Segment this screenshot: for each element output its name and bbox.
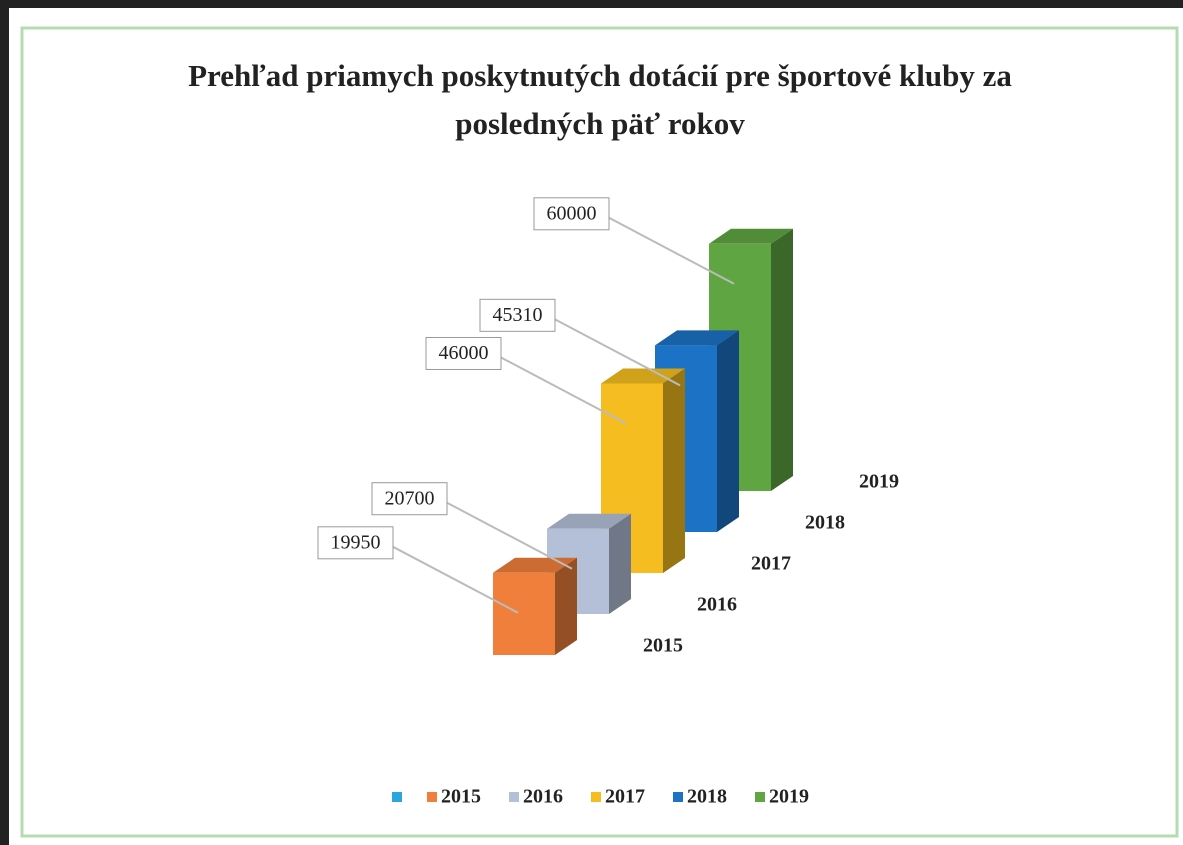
- legend-label: 2017: [605, 786, 645, 808]
- leader-line: [500, 356, 627, 425]
- legend-swatch: [673, 792, 683, 802]
- bar-side: [555, 557, 577, 655]
- leader-line: [608, 216, 735, 285]
- data-label-box: [479, 298, 556, 332]
- legend-label: 2018: [687, 786, 727, 808]
- chart-title: Prehľad priamych poskytnutých dotácií pr…: [188, 58, 1012, 141]
- bar-top: [709, 228, 793, 244]
- data-label-box: [371, 482, 448, 516]
- legend-swatch: [755, 792, 765, 802]
- chart-frame: [20, 26, 1179, 838]
- data-label: 46000: [439, 342, 489, 364]
- bar-side: [663, 368, 685, 573]
- leader-line: [554, 318, 681, 387]
- legend-label: 2019: [769, 786, 809, 808]
- data-label-box: [425, 336, 502, 370]
- data-label-box: [317, 526, 394, 560]
- legend-swatch: [427, 792, 437, 802]
- legend-label: 2016: [523, 786, 563, 808]
- category-label: 2016: [697, 594, 737, 616]
- bar-side: [771, 228, 793, 492]
- bar-side: [609, 513, 631, 614]
- bar-side: [717, 330, 739, 532]
- data-label: 20700: [385, 487, 435, 509]
- data-label: 19950: [331, 531, 381, 553]
- data-label-box: [533, 197, 610, 231]
- data-label: 45310: [493, 304, 543, 326]
- legend-swatch: [509, 792, 519, 802]
- category-label: 2019: [859, 471, 899, 493]
- leader-line: [446, 501, 573, 570]
- bar: [493, 572, 555, 655]
- legend-marker: [392, 792, 402, 802]
- bar-top: [655, 330, 739, 346]
- bar-top: [493, 557, 577, 573]
- scan-edge: [0, 0, 1183, 8]
- bar-top: [601, 368, 685, 384]
- scan-edge: [0, 0, 9, 845]
- category-label: 2017: [751, 553, 791, 575]
- leader-line: [392, 545, 519, 614]
- category-label: 2018: [805, 512, 845, 534]
- legend-swatch: [591, 792, 601, 802]
- data-label: 60000: [547, 202, 597, 224]
- category-label: 2015: [643, 635, 683, 657]
- legend-label: 2015: [441, 786, 481, 808]
- bar-top: [547, 513, 631, 529]
